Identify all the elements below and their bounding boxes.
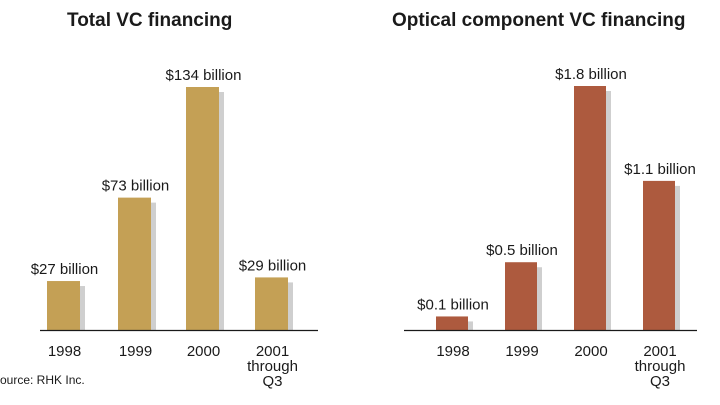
bar-total-1999 [118, 197, 151, 330]
source-note: ource: RHK Inc. [0, 373, 85, 387]
bar-shadow-optical-2000 [606, 91, 611, 330]
data-label-total-1999: $73 billion [102, 178, 170, 195]
data-label-total-2000: $134 billion [166, 67, 242, 84]
bar-shadow-optical-1998 [468, 321, 473, 330]
bar-optical-2001 [643, 180, 675, 330]
tick-label-total-2000: 2000 [187, 343, 220, 360]
bar-total-2000 [186, 87, 219, 330]
tick-label-total-1998: 1998 [48, 343, 81, 360]
bar-shadow-total-2001 [288, 282, 293, 330]
optical-vc-chart: $0.1 billion 1998 $0.5 billion 1999 $1.8 bil… [404, 66, 697, 390]
tick-label-optical-1998: 1998 [436, 343, 469, 360]
bar-optical-1998 [436, 316, 468, 330]
bar-shadow-optical-1999 [537, 267, 542, 330]
data-label-optical-1998: $0.1 billion [417, 296, 489, 313]
bar-optical-1999 [505, 262, 537, 330]
bar-shadow-total-1999 [151, 202, 156, 330]
tick-label-total-1999: 1999 [119, 343, 152, 360]
tick-label-optical-2000: 2000 [574, 343, 607, 360]
tick-label-optical-2001: 2001 through Q3 [635, 343, 686, 390]
chart-title-total: Total VC financing [67, 10, 232, 31]
bar-shadow-total-1998 [80, 286, 85, 330]
total-vc-chart: $27 billion 1998 $73 billion 1999 $134 billi… [31, 67, 318, 390]
data-label-optical-1999: $0.5 billion [486, 242, 558, 259]
bar-shadow-total-2000 [219, 92, 224, 330]
data-label-optical-2000: $1.8 billion [555, 66, 627, 83]
tick-label-total-2001: 2001 through Q3 [247, 343, 298, 390]
data-label-total-2001: $29 billion [239, 257, 307, 274]
bar-optical-2000 [574, 86, 606, 330]
data-label-total-1998: $27 billion [31, 261, 99, 278]
bar-total-1998 [47, 281, 80, 330]
tick-label-optical-1999: 1999 [505, 343, 538, 360]
bar-shadow-optical-2001 [675, 185, 680, 330]
data-label-optical-2001: $1.1 billion [624, 161, 696, 178]
bar-total-2001 [255, 277, 288, 330]
chart-title-optical: Optical component VC financing [392, 10, 685, 31]
